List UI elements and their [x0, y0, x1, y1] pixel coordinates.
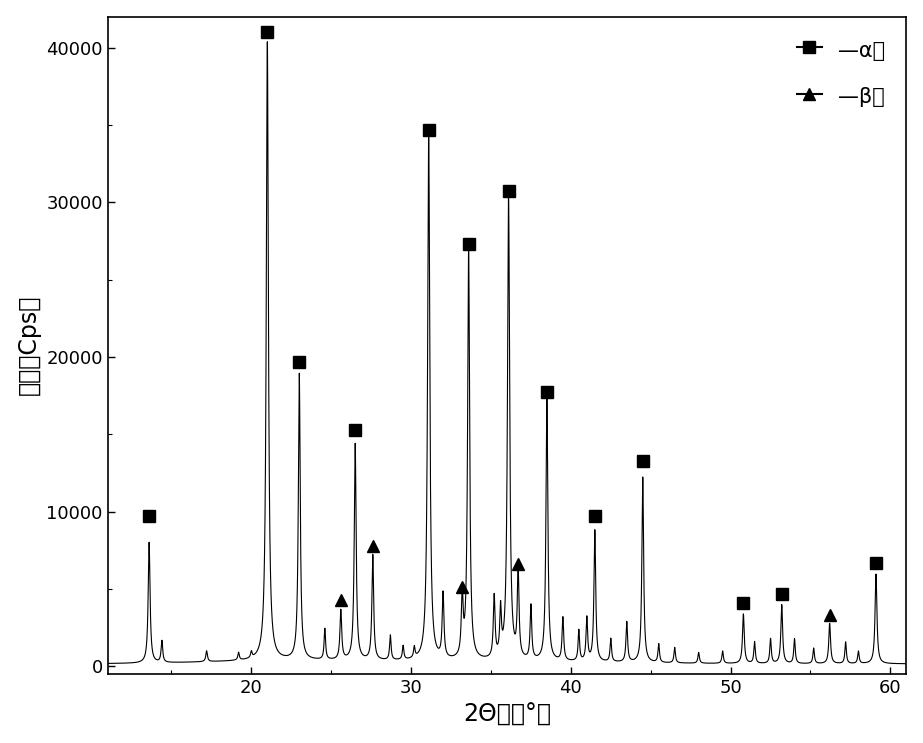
Legend: —α相, —β相: —α相, —β相	[786, 27, 896, 120]
Y-axis label: 强度（Cps）: 强度（Cps）	[17, 295, 41, 395]
X-axis label: 2Θ角（°）: 2Θ角（°）	[463, 702, 551, 727]
